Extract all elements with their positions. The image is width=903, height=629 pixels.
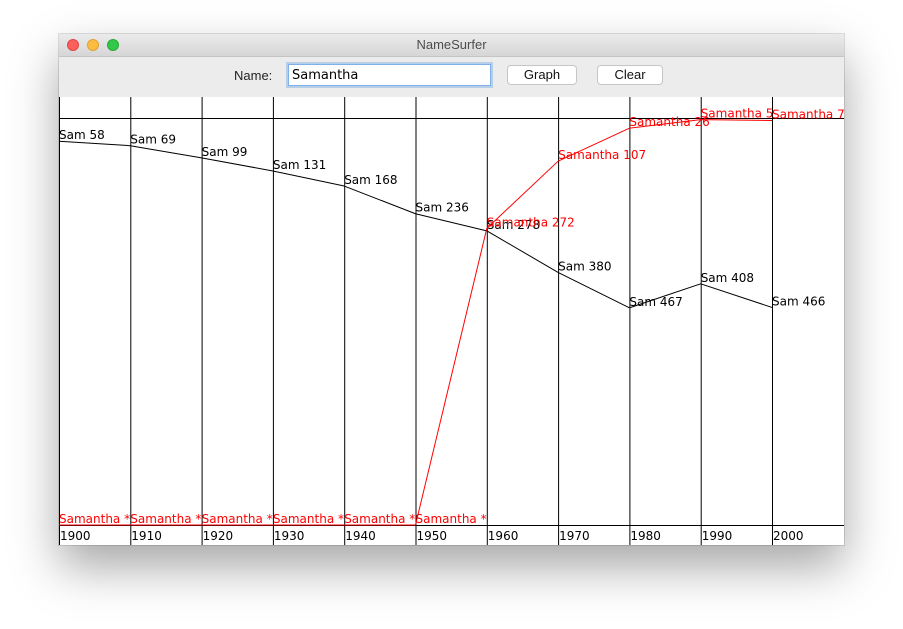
sam-data-label: Sam 278 xyxy=(487,218,540,232)
close-window-button[interactable] xyxy=(67,39,79,51)
sam-data-label: Sam 58 xyxy=(59,128,105,142)
graph-button[interactable]: Graph xyxy=(507,65,577,85)
sam-series-segment xyxy=(59,140,131,147)
sam-data-label: Sam 466 xyxy=(772,294,825,308)
sam-series-segment xyxy=(415,213,487,232)
sam-data-label: Sam 380 xyxy=(558,259,611,273)
decade-label: 1980 xyxy=(630,529,661,543)
sam-series-segment xyxy=(486,230,559,273)
samantha-data-label: Samantha 7 xyxy=(772,107,844,121)
window-title: NameSurfer xyxy=(416,37,487,52)
sam-series-segment xyxy=(272,170,345,187)
clear-button[interactable]: Clear xyxy=(597,65,663,85)
toolbar: Name: Graph Clear xyxy=(59,57,844,97)
samantha-data-label: Samantha 272 xyxy=(487,215,575,229)
decade-label: 1960 xyxy=(488,529,519,543)
zoom-window-button[interactable] xyxy=(107,39,119,51)
sam-series-segment xyxy=(557,271,630,309)
decade-label: 1900 xyxy=(60,529,91,543)
sam-series-segment xyxy=(344,185,416,215)
samantha-series-segment xyxy=(486,160,559,229)
namesurfer-window: NameSurfer Name: Graph Clear 1900 1910 192… xyxy=(59,34,844,545)
sam-series-segment xyxy=(130,145,202,159)
samantha-data-label: Samantha * xyxy=(344,512,415,526)
samantha-data-label: Samantha * xyxy=(273,512,344,526)
title-bar: NameSurfer xyxy=(59,34,844,57)
decade-label: 1950 xyxy=(417,529,448,543)
samantha-series-segment xyxy=(629,119,701,129)
sam-data-label: Sam 168 xyxy=(344,173,397,187)
samantha-series-segment xyxy=(700,119,773,121)
decade-label: 1940 xyxy=(345,529,376,543)
decade-label: 1970 xyxy=(559,529,590,543)
samantha-data-label: Samantha 5 xyxy=(701,107,774,121)
samantha-series-segment xyxy=(557,127,630,162)
name-label: Name: xyxy=(234,68,273,83)
samantha-data-label: Samantha 107 xyxy=(558,148,646,162)
sam-series-segment xyxy=(700,283,773,308)
decade-label: 1990 xyxy=(702,529,733,543)
sam-data-label: Sam 69 xyxy=(130,133,176,147)
sam-data-label: Sam 408 xyxy=(701,271,754,285)
sam-data-label: Sam 131 xyxy=(273,158,326,172)
samantha-data-label: Samantha * xyxy=(59,512,130,526)
name-popularity-graph: 1900 1910 1920 1930 1940 1950 1960 1970 1980 1990… xyxy=(59,97,844,545)
samantha-data-label: Samantha * xyxy=(202,512,273,526)
decade-label: 1920 xyxy=(203,529,234,543)
decade-label: 2000 xyxy=(773,529,804,543)
sam-data-label: Sam 236 xyxy=(416,201,469,215)
samantha-series-segment xyxy=(415,228,488,526)
samantha-data-label: Samantha * xyxy=(416,512,487,526)
name-input[interactable] xyxy=(288,64,491,86)
samantha-data-label: Samantha * xyxy=(130,512,201,526)
decade-label: 1910 xyxy=(131,529,162,543)
sam-series-segment xyxy=(201,157,273,172)
sam-data-label: Sam 99 xyxy=(202,145,248,159)
sam-data-label: Sam 467 xyxy=(629,295,682,309)
minimize-window-button[interactable] xyxy=(87,39,99,51)
sam-series-segment xyxy=(629,283,701,309)
samantha-data-label: Samantha 26 xyxy=(629,115,709,129)
decade-label: 1930 xyxy=(274,529,305,543)
